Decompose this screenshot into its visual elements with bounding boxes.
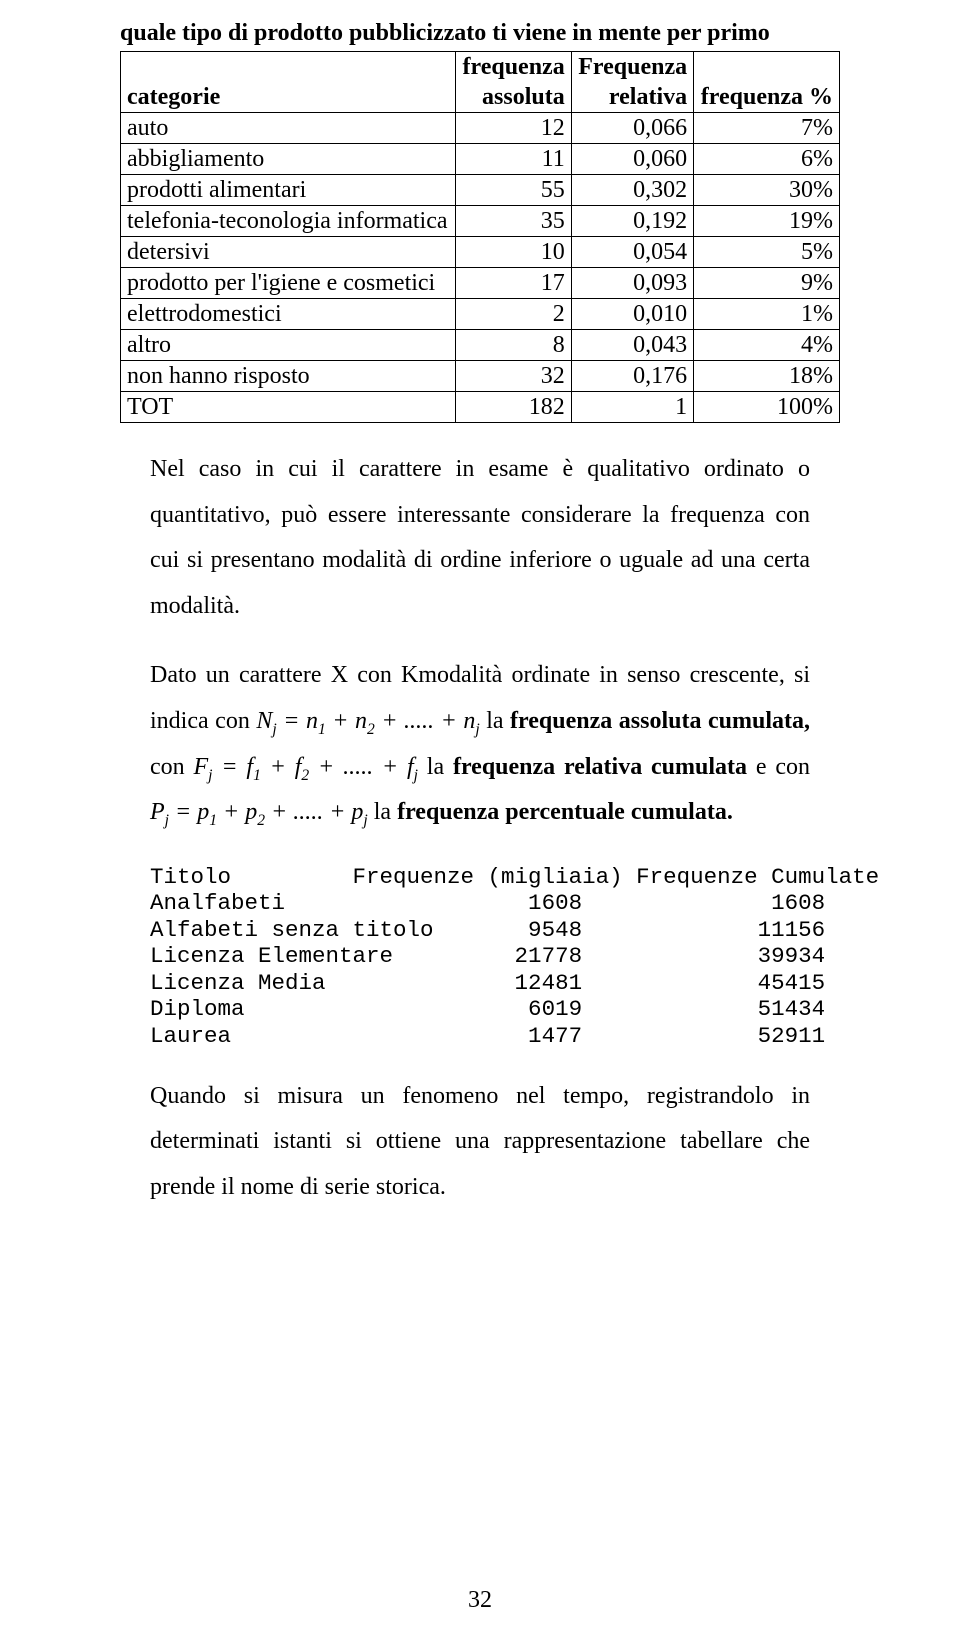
table-row: auto120,0667% (121, 113, 840, 144)
cell-pct: 6% (694, 144, 840, 175)
cell-label: TOT (121, 392, 456, 423)
phrase-freq-rel-cum: frequenza relativa cumulata (453, 754, 747, 780)
col-header-relativa: Frequenza relativa (571, 52, 693, 113)
cell-pct: 30% (694, 175, 840, 206)
cell-label: abbigliamento (121, 144, 456, 175)
page-number: 32 (0, 1587, 960, 1614)
frequency-table: categorie frequenza assoluta Frequenza r… (120, 51, 840, 423)
cumulative-table: Titolo Frequenze (migliaia) Frequenze Cu… (150, 864, 840, 1050)
col-header-assoluta-l2: assoluta (482, 84, 565, 110)
table-row: prodotto per l'igiene e cosmetici170,093… (121, 268, 840, 299)
col-header-relativa-l1: Frequenza (578, 54, 687, 80)
col-header-relativa-l2: relativa (609, 84, 687, 110)
cell-pct: 7% (694, 113, 840, 144)
cell-pct: 19% (694, 206, 840, 237)
cell-abs: 17 (455, 268, 571, 299)
formula-F: Fj = f1 + f2 + ..... + fj (194, 754, 427, 780)
col-header-percent: frequenza % (694, 52, 840, 113)
table-row: abbigliamento110,0606% (121, 144, 840, 175)
cell-label: prodotti alimentari (121, 175, 456, 206)
cell-label: elettrodomestici (121, 299, 456, 330)
cell-abs: 32 (455, 361, 571, 392)
para2-part-f: la (374, 799, 397, 825)
para2-part-c: con (150, 754, 194, 780)
para2-part-e: e con (756, 754, 810, 780)
cell-pct: 4% (694, 330, 840, 361)
para2-part-b: la (486, 708, 510, 734)
table-row: detersivi100,0545% (121, 237, 840, 268)
table-row: non hanno risposto320,17618% (121, 361, 840, 392)
table-row: prodotti alimentari550,30230% (121, 175, 840, 206)
table-row: altro80,0434% (121, 330, 840, 361)
cell-abs: 2 (455, 299, 571, 330)
col-header-assoluta-l1: frequenza (462, 54, 564, 80)
col-header-categorie: categorie (121, 52, 456, 113)
cell-rel: 0,060 (571, 144, 693, 175)
cell-abs: 8 (455, 330, 571, 361)
table-title: quale tipo di prodotto pubblicizzato ti … (120, 20, 840, 47)
cell-rel: 0,302 (571, 175, 693, 206)
phrase-freq-pct-cum: frequenza percentuale cumulata. (397, 799, 733, 825)
cell-rel: 0,093 (571, 268, 693, 299)
cell-rel: 0,010 (571, 299, 693, 330)
cell-abs: 10 (455, 237, 571, 268)
cell-abs: 11 (455, 144, 571, 175)
cell-abs: 182 (455, 392, 571, 423)
cell-label: altro (121, 330, 456, 361)
table-row: elettrodomestici20,0101% (121, 299, 840, 330)
cell-pct: 9% (694, 268, 840, 299)
cell-rel: 0,176 (571, 361, 693, 392)
cell-rel: 0,054 (571, 237, 693, 268)
cell-abs: 55 (455, 175, 571, 206)
phrase-freq-abs-cum: frequenza assoluta cumulata, (510, 708, 810, 734)
paragraph-1: Nel caso in cui il carattere in esame è … (120, 447, 840, 629)
cell-label: auto (121, 113, 456, 144)
para2-part-d: la (427, 754, 453, 780)
cell-pct: 18% (694, 361, 840, 392)
cell-label: prodotto per l'igiene e cosmetici (121, 268, 456, 299)
paragraph-2: Dato un carattere X con Kmodalità ordina… (120, 653, 840, 835)
cell-abs: 35 (455, 206, 571, 237)
paragraph-3: Quando si misura un fenomeno nel tempo, … (120, 1074, 840, 1211)
cell-rel: 1 (571, 392, 693, 423)
cell-pct: 1% (694, 299, 840, 330)
cell-label: detersivi (121, 237, 456, 268)
cell-rel: 0,043 (571, 330, 693, 361)
table-row: TOT1821100% (121, 392, 840, 423)
cell-rel: 0,192 (571, 206, 693, 237)
cell-label: telefonia-teconologia informatica (121, 206, 456, 237)
cell-abs: 12 (455, 113, 571, 144)
col-header-assoluta: frequenza assoluta (455, 52, 571, 113)
cell-label: non hanno risposto (121, 361, 456, 392)
table-row: telefonia-teconologia informatica350,192… (121, 206, 840, 237)
cell-rel: 0,066 (571, 113, 693, 144)
formula-N: Nj = n1 + n2 + ..... + nj (256, 708, 486, 734)
cell-pct: 5% (694, 237, 840, 268)
cell-pct: 100% (694, 392, 840, 423)
formula-P: Pj = p1 + p2 + ..... + pj (150, 799, 374, 825)
